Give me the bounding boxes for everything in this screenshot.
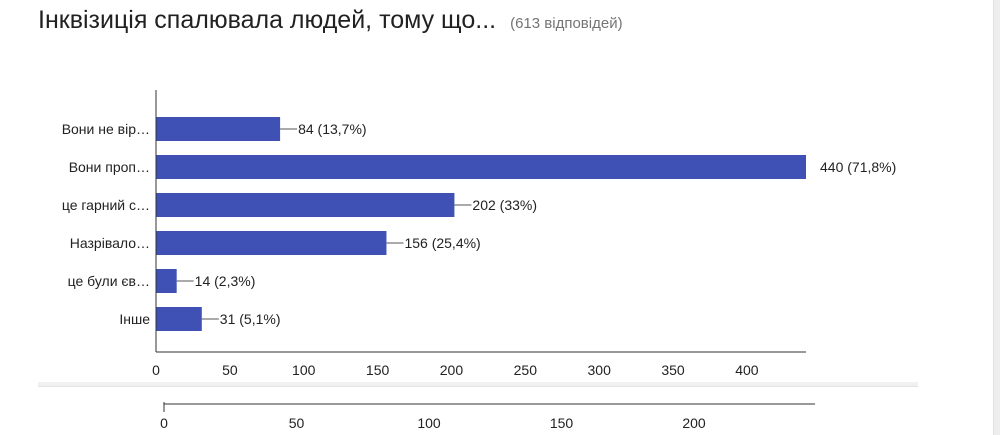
secondary-x-tick-label: 200 [682, 415, 706, 431]
category-label: Інше [119, 311, 150, 327]
value-label: 84 (13,7%) [298, 121, 366, 137]
category-label: це гарний с… [62, 197, 150, 213]
category-label: Вони проп… [69, 159, 150, 175]
secondary-x-tick-label: 50 [289, 415, 305, 431]
x-tick-label: 200 [440, 362, 464, 378]
bar [156, 117, 281, 141]
bar [156, 307, 202, 331]
chart-divider [38, 382, 918, 387]
value-label: 440 (71,8%) [820, 159, 896, 175]
bar [156, 193, 455, 217]
chart-header: Інквізиція спалювала людей, тому що... (… [38, 6, 623, 35]
scrollbar-edge[interactable] [993, 0, 1000, 435]
response-count: (613 відповідей) [510, 15, 623, 32]
x-tick-label: 400 [735, 362, 759, 378]
category-label: це були єв… [68, 273, 150, 289]
secondary-x-tick-label: 100 [417, 415, 441, 431]
bar [156, 231, 387, 255]
x-tick-label: 250 [514, 362, 538, 378]
value-label: 31 (5,1%) [220, 311, 281, 327]
x-tick-label: 150 [366, 362, 390, 378]
category-label: Вони не вір… [62, 121, 150, 137]
bar [156, 155, 806, 179]
value-label: 202 (33%) [472, 197, 537, 213]
x-tick-label: 300 [588, 362, 612, 378]
secondary-x-tick-label: 0 [160, 415, 168, 431]
x-tick-label: 100 [292, 362, 316, 378]
bar [156, 269, 177, 293]
category-label: Назрівало… [70, 235, 150, 251]
value-label: 14 (2,3%) [195, 273, 256, 289]
chart-title: Інквізиція спалювала людей, тому що... [38, 6, 497, 34]
x-tick-label: 0 [152, 362, 160, 378]
x-tick-label: 50 [222, 362, 238, 378]
x-tick-label: 350 [661, 362, 685, 378]
value-label: 156 (25,4%) [404, 235, 480, 251]
secondary-x-tick-label: 150 [550, 415, 574, 431]
